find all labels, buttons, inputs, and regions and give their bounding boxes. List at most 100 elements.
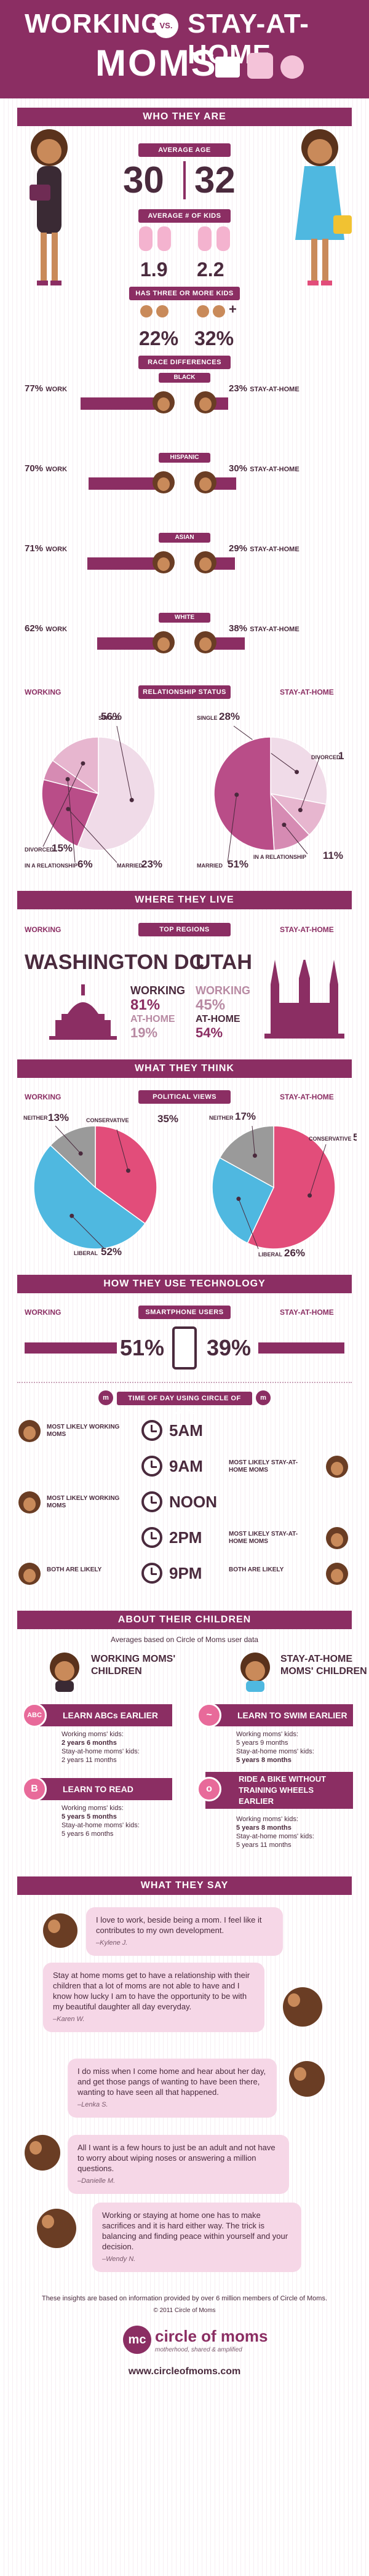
relationship-working-slice — [52, 736, 99, 795]
political-working-slice-name: CONSERVATIVE — [86, 1117, 129, 1123]
relationship-working-slice-pct: 56% — [101, 711, 122, 722]
skill-abc-value-1: 2 years 6 months — [62, 1739, 117, 1747]
smartphone-working-tag: WORKING — [25, 1308, 62, 1317]
time-label: 2PM — [169, 1528, 202, 1547]
quote-bubble: All I want is a few hours to just be an … — [68, 2135, 289, 2194]
relationship-stay-slice-name: SINGLE — [197, 715, 218, 721]
relationship-working-tag: WORKING — [25, 688, 62, 696]
region-dc-working-word: WORKING — [130, 984, 185, 997]
region-utah-stay-pct: 54% — [196, 1025, 223, 1040]
relationship-stay-slice-pct: 10% — [338, 750, 344, 762]
race-working-word: WORK — [46, 546, 68, 553]
mom-face-icon — [153, 391, 175, 413]
skill-bike-value-2: 5 years 11 months — [236, 1841, 292, 1849]
race-working-pct: 70% — [25, 463, 44, 474]
region-utah-title: UTAH — [196, 951, 252, 974]
skill-abc-value-2: 2 years 11 months — [62, 1757, 117, 1764]
footer-logo-name: circle of moms — [155, 2327, 268, 2345]
political-working-tag: WORKING — [25, 1093, 62, 1101]
race-working-label: 70% WORK — [25, 463, 67, 476]
smartphone-working-pct: 51% — [120, 1335, 165, 1360]
race-stay-label: 23% STAY-AT-HOME — [229, 383, 300, 396]
skill-read-title: LEARN TO READ EARLIER — [31, 1778, 172, 1816]
race-stay-label: 38% STAY-AT-HOME — [229, 623, 300, 636]
age-divider — [183, 161, 186, 199]
relationship-stay-slice-marker — [295, 770, 300, 775]
quote-text: All I want is a few hours to just be an … — [77, 2143, 276, 2173]
quote-bubble: Working or staying at home one has to ma… — [92, 2203, 301, 2272]
mom-face-icon — [194, 551, 216, 573]
circle-of-moms-logo: mc — [123, 2326, 151, 2354]
relationship-working-slice-pct: 6% — [77, 858, 93, 870]
race-stay-pct: 30% — [229, 463, 248, 474]
section-where-they-live: WHERE THEY LIVE — [17, 891, 352, 909]
political-working-slice-marker — [125, 1168, 130, 1173]
usage-note: BOTH ARE LIKELY — [47, 1566, 102, 1573]
relationship-stay-slice-pct: 11% — [323, 850, 343, 861]
relationship-working-slice-name: SINGLE — [98, 715, 119, 721]
political-stay-slice — [247, 1125, 336, 1250]
political-working-leader-line — [71, 1215, 105, 1250]
quote-text: I love to work, beside being a mom. I fe… — [96, 1915, 262, 1935]
skill-bike-detail: Working moms' kids: 5 years 8 months Sta… — [236, 1815, 314, 1849]
mom-face-icon — [153, 631, 175, 653]
political-working-slice-name: LIBERAL — [74, 1250, 98, 1256]
three-kids-pill: HAS THREE OR MORE KIDS — [129, 287, 240, 300]
average-kids-pill: AVERAGE # OF KIDS — [138, 209, 231, 223]
region-utah-working-pct: 45% — [196, 997, 226, 1013]
average-age-working: 30 — [123, 159, 164, 201]
usage-note: BOTH ARE LIKELY — [229, 1566, 284, 1573]
quote-bubble: I love to work, beside being a mom. I fe… — [86, 1907, 283, 1956]
kid-face-icon — [197, 305, 209, 317]
relationship-working-leader-line — [42, 763, 84, 847]
circle-of-moms-logo-icon: m — [256, 1390, 271, 1405]
mom-face-icon — [18, 1563, 41, 1585]
skill-bike-title-1: RIDE A BIKE WITHOUT — [239, 1774, 327, 1784]
book-icon: B — [22, 1777, 47, 1801]
smartphone-stay-pct: 39% — [207, 1335, 252, 1360]
mom-face-icon — [326, 1527, 348, 1549]
relationship-working-slice-marker — [129, 797, 134, 802]
mom-face-icon — [194, 471, 216, 493]
relationship-working-leader-line — [116, 725, 132, 800]
political-working-slice-pct: 13% — [48, 1112, 69, 1123]
relationship-working-slice-name: IN A RELATIONSHIP — [25, 863, 77, 869]
skill-swim-detail: Working moms' kids: 5 years 9 months Sta… — [236, 1730, 314, 1765]
race-working-bar — [81, 397, 166, 410]
skill-bike-value-1: 5 years 8 months — [236, 1824, 292, 1832]
usage-note: MOST LIKELY WORKING MOMS — [47, 1424, 120, 1438]
skill-swim-label-2: Stay-at-home moms' kids: — [236, 1748, 314, 1755]
skill-abc-detail: Working moms' kids: 2 years 6 months Sta… — [62, 1730, 140, 1765]
relationship-working-slice-pct: 15% — [52, 842, 73, 854]
race-stay-word: STAY-AT-HOME — [250, 466, 300, 473]
smartphone-icon — [172, 1326, 197, 1370]
working-children-title-1: WORKING MOMS' — [91, 1654, 176, 1664]
political-working-slice — [50, 1125, 96, 1189]
section-who-they-are: WHO THEY ARE — [17, 108, 352, 126]
mom-face-icon — [326, 1456, 348, 1478]
mom-face-icon — [18, 1491, 41, 1513]
stay-children-title-2: MOMS' CHILDREN — [280, 1666, 367, 1677]
kid-face-icon — [213, 305, 225, 317]
three-kids-working: 22% — [139, 327, 179, 349]
three-kids-stay: 32% — [194, 327, 234, 349]
clock-icon — [141, 1420, 162, 1441]
skill-swim-title: LEARN TO SWIM EARLIER — [205, 1704, 353, 1726]
skill-bike-label-2: Stay-at-home moms' kids: — [236, 1833, 314, 1840]
race-working-word: WORK — [46, 466, 68, 473]
relationship-stay-slice-pct: 28% — [219, 711, 240, 722]
race-group-label: BLACK — [159, 373, 210, 383]
race-group-label: ASIAN — [159, 533, 210, 543]
skill-read-value-1: 5 years 5 months — [62, 1813, 117, 1820]
political-stay-leader-line — [309, 1144, 327, 1196]
skill-bike-label-1: Working moms' kids: — [236, 1816, 298, 1823]
political-stay-slice-pct: 57% — [353, 1131, 357, 1143]
average-age-stay: 32 — [194, 159, 236, 201]
relationship-working-slice — [77, 736, 156, 851]
political-views-pill: POLITICAL VIEWS — [138, 1090, 231, 1104]
mom-avatar — [289, 2061, 325, 2097]
footer-url[interactable]: www.circleofmoms.com — [128, 2366, 241, 2377]
race-stay-pct: 38% — [229, 623, 248, 634]
kid-face-icon — [140, 305, 153, 317]
